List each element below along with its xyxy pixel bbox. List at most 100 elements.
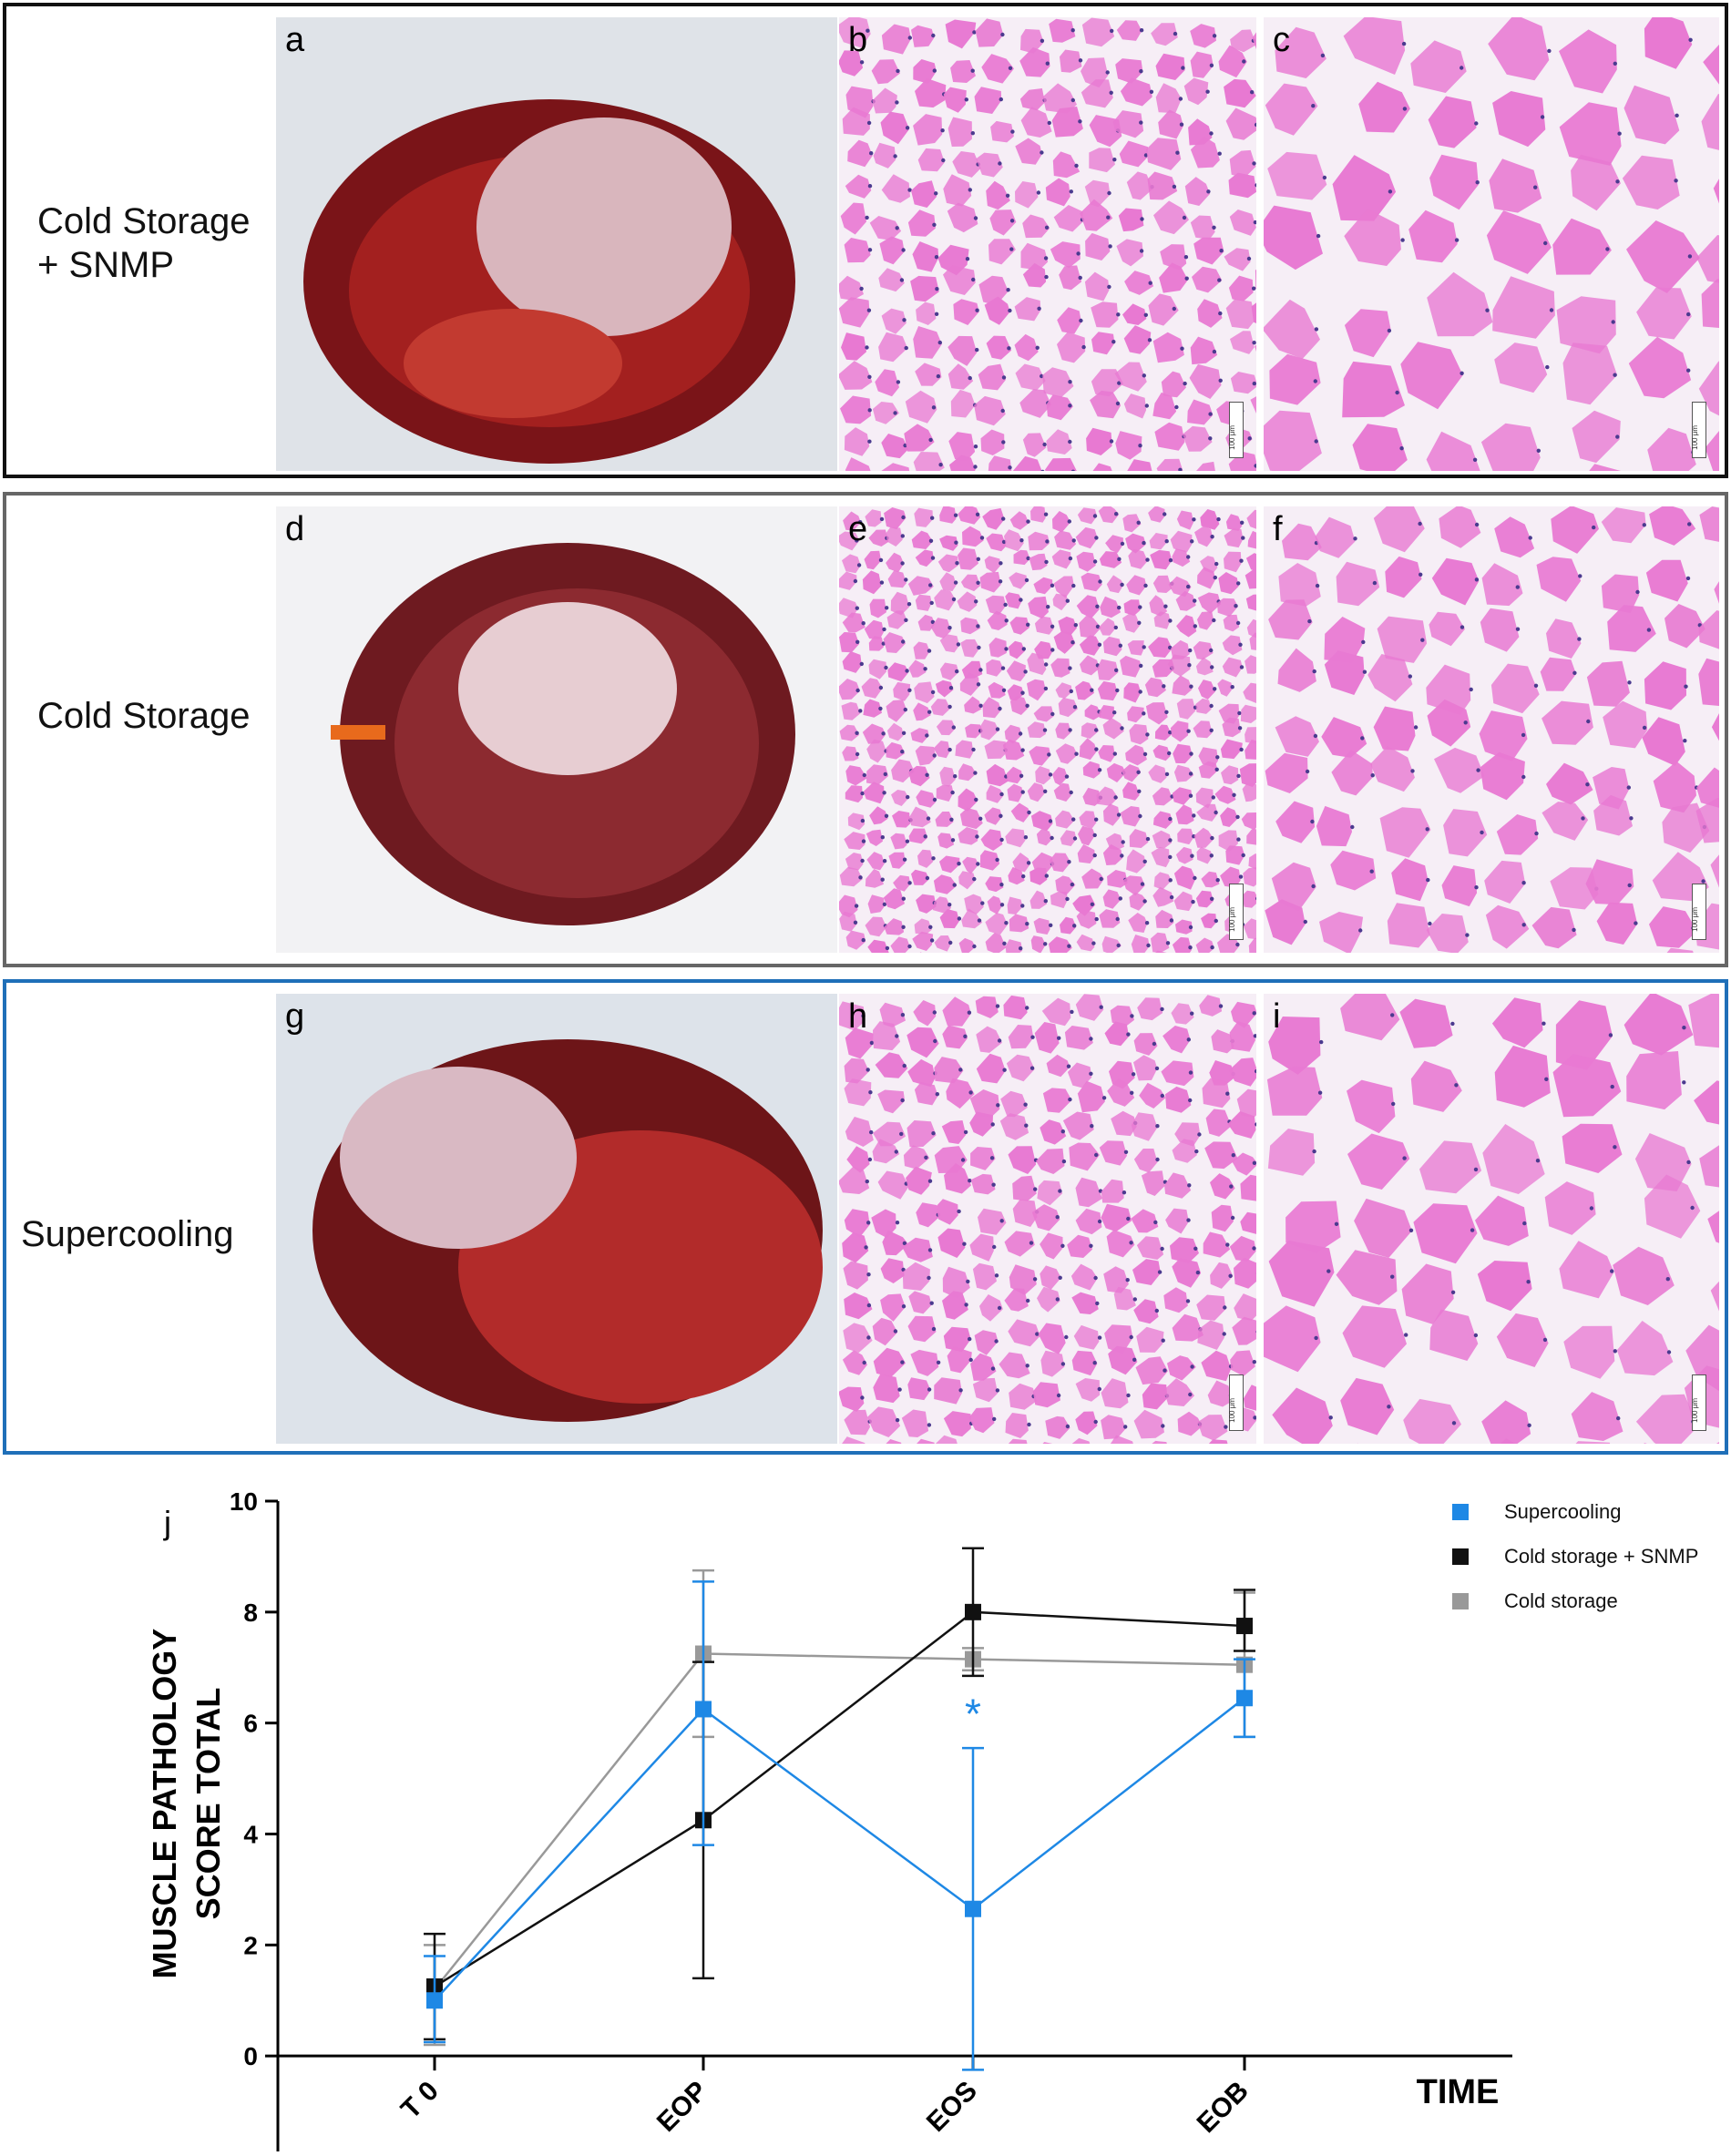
nucleus	[1196, 1271, 1200, 1274]
nucleus	[1390, 1013, 1394, 1017]
nucleus	[1476, 180, 1480, 184]
nucleus	[1522, 923, 1526, 926]
nucleus	[1114, 626, 1118, 629]
nucleus	[1079, 276, 1082, 280]
nucleus	[855, 640, 859, 644]
nucleus	[1193, 598, 1196, 602]
nucleus	[1133, 1297, 1137, 1301]
nucleus	[901, 1013, 905, 1017]
nucleus	[1547, 49, 1551, 53]
nucleus	[1107, 285, 1111, 289]
nucleus	[901, 534, 905, 537]
nucleus	[991, 1122, 995, 1126]
nucleus	[855, 731, 858, 735]
nucleus	[1321, 54, 1325, 57]
nucleus	[1045, 874, 1049, 877]
nucleus	[896, 380, 900, 383]
nucleus	[1138, 605, 1142, 608]
nucleus	[906, 795, 909, 799]
nucleus	[1252, 161, 1255, 165]
y-tick-label: 2	[243, 1931, 258, 1959]
nucleus	[1319, 1040, 1323, 1044]
nucleus	[1093, 559, 1097, 563]
nucleus	[865, 216, 868, 220]
nucleus	[1167, 751, 1171, 755]
nucleus	[998, 1306, 1001, 1310]
nucleus	[870, 1041, 874, 1045]
nucleus	[950, 791, 954, 794]
nucleus	[1025, 922, 1029, 925]
nucleus	[976, 513, 979, 516]
nucleus	[1682, 1026, 1685, 1029]
nucleus	[1137, 621, 1141, 625]
nucleus	[1044, 275, 1048, 279]
he-stain-image	[839, 994, 1256, 1444]
row-label: Supercooling	[21, 1212, 234, 1256]
nucleus	[1241, 536, 1244, 539]
scale-bar-text: 100 μm	[1691, 1398, 1699, 1423]
nucleus	[1067, 1065, 1070, 1068]
he-stain-image	[839, 17, 1256, 471]
nucleus	[1426, 878, 1429, 882]
nucleus	[860, 662, 864, 666]
nucleus	[1141, 882, 1144, 885]
nucleus	[1061, 1362, 1065, 1365]
nucleus	[1069, 557, 1072, 560]
nucleus	[958, 1068, 962, 1071]
nucleus	[1024, 835, 1028, 839]
nucleus	[1219, 379, 1223, 383]
nucleus	[1191, 900, 1194, 904]
nucleus	[1020, 691, 1024, 695]
nucleus	[907, 945, 911, 948]
nucleus	[1060, 1244, 1064, 1248]
nucleus	[1426, 827, 1429, 831]
nucleus	[1110, 91, 1113, 95]
row-label-line: Cold Storage	[37, 694, 250, 738]
nucleus	[1033, 1277, 1037, 1281]
nucleus	[1240, 665, 1244, 669]
nucleus	[1314, 1336, 1317, 1340]
nucleus	[954, 514, 958, 517]
nucleus	[1170, 895, 1173, 899]
nucleus	[941, 158, 945, 162]
nucleus	[1373, 581, 1377, 585]
nucleus	[947, 705, 951, 709]
nucleus	[975, 348, 978, 352]
nucleus	[1236, 581, 1240, 585]
nucleus	[1228, 1274, 1232, 1278]
nucleus	[1190, 539, 1193, 543]
nucleus	[1122, 840, 1125, 843]
nucleus	[1188, 1393, 1192, 1396]
nucleus	[1033, 1187, 1037, 1190]
nucleus	[1387, 1405, 1390, 1408]
nucleus	[1687, 522, 1691, 526]
nucleus	[1470, 1228, 1474, 1231]
nucleus	[894, 1329, 897, 1333]
nucleus	[1094, 1420, 1098, 1424]
nucleus	[1683, 739, 1686, 742]
nucleus	[963, 1035, 967, 1038]
nucleus	[1002, 375, 1006, 379]
nucleus	[1313, 669, 1316, 673]
nucleus	[1140, 28, 1143, 32]
nucleus	[1307, 619, 1311, 623]
nucleus	[867, 309, 871, 312]
nucleus	[952, 598, 956, 601]
nucleus	[948, 941, 952, 945]
nucleus	[974, 216, 978, 220]
nucleus	[937, 1361, 940, 1364]
nucleus	[1675, 114, 1678, 118]
nucleus	[1130, 1335, 1133, 1339]
x-tick-label: EOS	[921, 2076, 983, 2138]
nucleus	[1225, 1092, 1229, 1096]
nucleus	[1064, 1335, 1068, 1339]
nucleus	[964, 1130, 968, 1134]
nucleus	[1066, 1425, 1070, 1428]
nucleus	[901, 248, 905, 251]
nucleus	[1095, 917, 1099, 921]
nucleus	[1058, 1189, 1061, 1192]
row-label: Cold Storage	[37, 694, 250, 738]
nucleus	[1225, 1242, 1229, 1246]
nucleus	[1043, 790, 1047, 793]
nucleus	[999, 814, 1002, 818]
